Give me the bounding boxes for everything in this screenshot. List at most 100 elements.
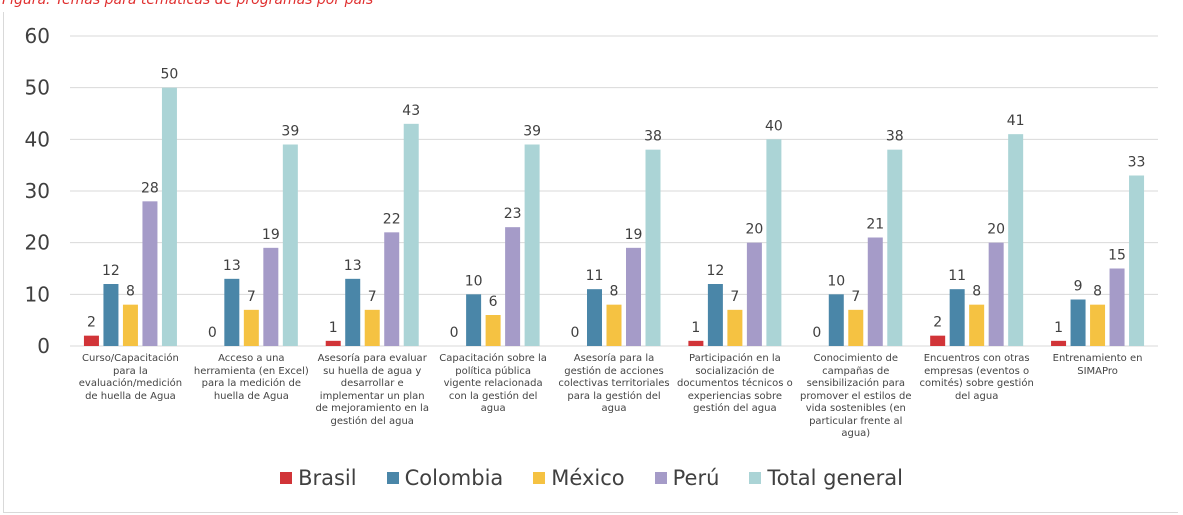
- y-tick-label: 20: [25, 231, 50, 255]
- data-label: 20: [745, 222, 763, 238]
- x-category-label: Asesoría para la gestión de acciones col…: [558, 353, 670, 414]
- legend: Brasil Colombia México Perú Total general: [0, 466, 1183, 490]
- y-tick-label: 40: [25, 127, 50, 151]
- data-label: 7: [247, 289, 256, 305]
- bar: [1051, 340, 1067, 346]
- data-label: 8: [1093, 284, 1102, 300]
- bar: [142, 201, 158, 346]
- bar: [746, 242, 762, 346]
- data-label: 2: [933, 315, 942, 331]
- data-label: 11: [948, 268, 966, 284]
- bar: [969, 304, 985, 346]
- bar: [1008, 134, 1024, 346]
- x-category-label: Participación en la socialización de doc…: [676, 353, 793, 414]
- legend-item: Colombia: [386, 466, 504, 490]
- bar: [161, 87, 177, 347]
- bar: [466, 294, 482, 346]
- data-label: 33: [1128, 155, 1146, 171]
- data-label: 50: [161, 67, 179, 83]
- y-tick-label: 30: [25, 179, 50, 203]
- x-category-label: Encuentros con otras empresas (eventos o…: [919, 353, 1034, 402]
- bar: [645, 149, 661, 346]
- legend-swatch: [386, 472, 399, 484]
- bar: [83, 335, 99, 346]
- legend-swatch: [533, 472, 546, 484]
- figure-caption: Figura: Temas para temáticas de programa…: [2, 0, 374, 8]
- data-label: 15: [1108, 248, 1126, 264]
- bar: [524, 144, 540, 346]
- bar: [345, 278, 361, 346]
- bar: [626, 247, 641, 346]
- y-tick-label: 10: [25, 282, 50, 306]
- x-category-label: Conocimiento de campañas de sensibilizac…: [799, 353, 912, 439]
- legend-label: Perú: [672, 466, 720, 490]
- data-label: 38: [644, 129, 662, 145]
- legend-label: Brasil: [298, 466, 357, 490]
- bar: [707, 284, 723, 346]
- data-label: 22: [383, 211, 401, 227]
- bar: [766, 139, 782, 346]
- bar: [325, 340, 341, 346]
- data-label: 41: [1007, 113, 1025, 129]
- bar: [848, 309, 864, 346]
- legend-swatch: [749, 472, 762, 484]
- data-label: 11: [586, 268, 604, 284]
- data-label: 13: [223, 258, 241, 274]
- data-label: 12: [706, 263, 724, 279]
- x-category-label: Entrenamiento en SIMAPro: [1052, 353, 1143, 377]
- legend-item: Perú: [654, 466, 720, 490]
- data-label: 1: [1054, 320, 1063, 336]
- bar: [122, 304, 138, 346]
- x-category-label: Asesoría para evaluar su huella de agua …: [315, 353, 429, 427]
- x-category-label: Capacitación sobre la política pública v…: [439, 353, 547, 414]
- y-tick-label: 50: [25, 76, 50, 100]
- legend-item: Total general: [749, 466, 903, 490]
- bar: [930, 335, 946, 346]
- bar: [1129, 175, 1145, 346]
- data-label: 8: [972, 284, 981, 300]
- data-label: 20: [987, 222, 1005, 238]
- bar: [1070, 299, 1086, 346]
- bar: [867, 237, 883, 346]
- chart-frame: [3, 12, 1178, 513]
- data-label: 39: [523, 124, 541, 140]
- bar: [384, 232, 400, 346]
- bar: [1109, 268, 1125, 346]
- data-label: 7: [730, 289, 739, 305]
- data-label: 0: [208, 325, 217, 341]
- data-label: 10: [465, 273, 483, 289]
- y-tick-label: 0: [37, 334, 50, 358]
- data-label: 39: [281, 124, 299, 140]
- data-label: 0: [450, 325, 459, 341]
- data-label: 1: [329, 320, 338, 336]
- legend-swatch: [654, 472, 667, 484]
- data-label: 7: [851, 289, 860, 305]
- data-label: 43: [402, 103, 420, 119]
- bar: [828, 294, 844, 346]
- legend-swatch: [280, 472, 293, 484]
- data-label: 12: [102, 263, 120, 279]
- bar: [949, 289, 965, 346]
- x-category-label: Curso/Capacitación para la evaluación/me…: [78, 353, 183, 402]
- legend-label: Colombia: [404, 466, 504, 490]
- legend-label: Total general: [767, 466, 903, 490]
- data-label: 38: [886, 129, 904, 145]
- data-label: 13: [344, 258, 362, 274]
- bar: [364, 309, 380, 346]
- bar: [606, 304, 622, 346]
- data-label: 8: [610, 284, 619, 300]
- bar: [485, 315, 501, 346]
- data-label: 1: [691, 320, 700, 336]
- bar: [103, 284, 119, 346]
- bar: [243, 309, 259, 346]
- bar: [688, 340, 704, 346]
- bar: [263, 247, 279, 346]
- bar: [282, 144, 298, 346]
- data-label: 9: [1074, 279, 1083, 295]
- bar: [727, 309, 743, 346]
- data-label: 2: [87, 315, 96, 331]
- bar: [988, 242, 1004, 346]
- bar: [403, 123, 419, 346]
